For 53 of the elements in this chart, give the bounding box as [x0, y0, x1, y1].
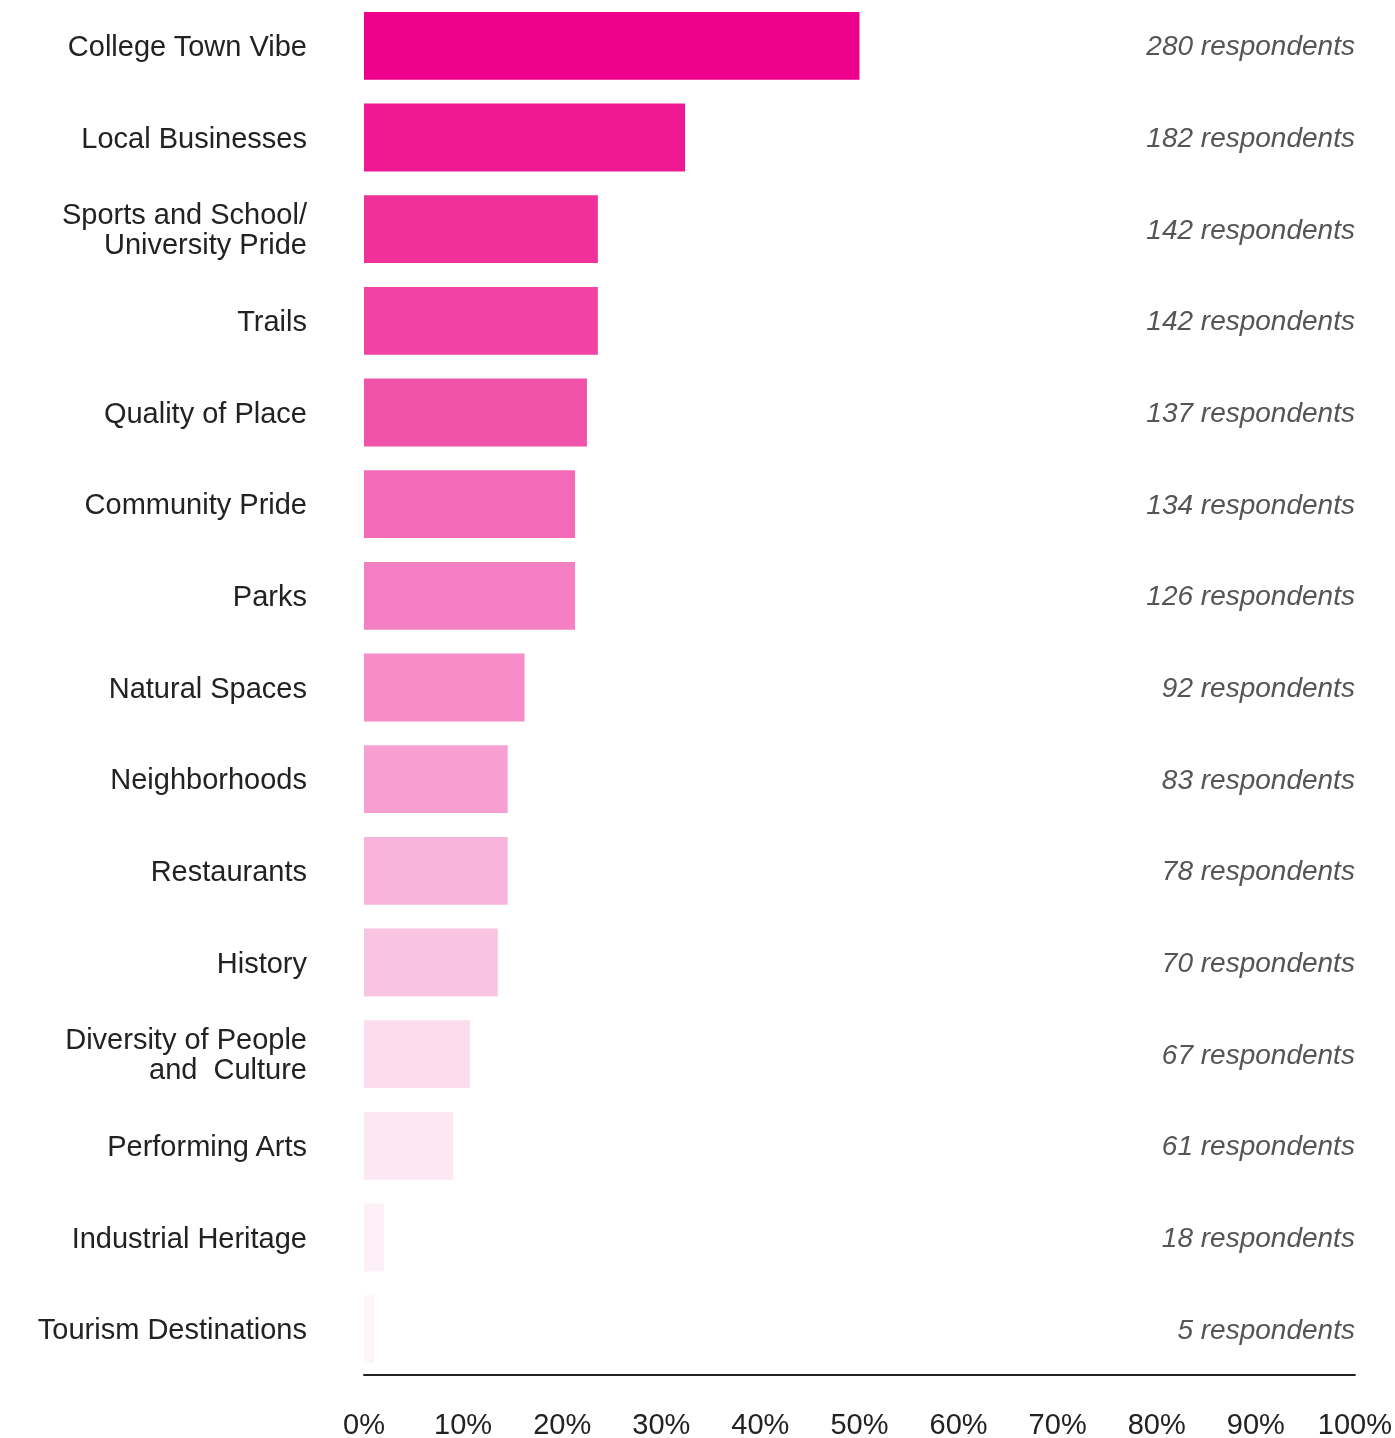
- annotation: 92 respondents: [1161, 672, 1355, 703]
- x-tick-label: 60%: [929, 1407, 988, 1438]
- y-tick-label: Neighborhoods: [110, 763, 307, 796]
- x-tick-label: 40%: [731, 1407, 790, 1438]
- annotation: 5 respondents: [1177, 1313, 1355, 1345]
- y-tick-label: College Town Vibe: [67, 29, 307, 62]
- bar: [364, 836, 508, 905]
- annotation: 67 respondents: [1161, 1038, 1355, 1070]
- x-tick-label: 30%: [632, 1407, 691, 1438]
- x-tick-label: 50%: [830, 1407, 889, 1438]
- x-tick-label: 80%: [1127, 1407, 1186, 1438]
- bar: [364, 11, 860, 80]
- y-tick-label: Trails: [237, 304, 307, 337]
- annotation: 61 respondents: [1161, 1130, 1355, 1162]
- x-tick-label: 0%: [343, 1407, 385, 1438]
- annotation: 137 respondents: [1146, 397, 1355, 428]
- x-tick-label: 100%: [1317, 1407, 1392, 1438]
- y-tick-label: History: [216, 946, 308, 979]
- annotation: 134 respondents: [1146, 488, 1355, 520]
- bar: [364, 1020, 471, 1089]
- annotation: 70 respondents: [1161, 947, 1355, 978]
- bar: [364, 286, 598, 355]
- y-tick-label: Industrial Heritage: [71, 1221, 307, 1254]
- bar: [364, 195, 598, 264]
- y-tick-label: Parks: [232, 579, 307, 612]
- bar: [364, 653, 525, 722]
- y-tick-label: Natural Spaces: [108, 671, 307, 704]
- annotation: 83 respondents: [1161, 763, 1355, 795]
- y-tick-label: Local Businesses: [81, 121, 307, 154]
- annotation: 126 respondents: [1146, 580, 1355, 612]
- annotation: 142 respondents: [1146, 213, 1355, 245]
- annotation: 280 respondents: [1145, 30, 1355, 62]
- y-tick-label: Tourism Destinations: [37, 1313, 307, 1346]
- bar: [364, 378, 587, 447]
- annotation: 142 respondents: [1146, 305, 1355, 337]
- x-tick-label: 20%: [533, 1407, 592, 1438]
- y-tick-label: Community Pride: [84, 488, 307, 521]
- y-tick-label: Performing Arts: [107, 1129, 307, 1162]
- y-tick-label: Sports and School/ University Pride: [61, 198, 308, 261]
- x-tick-label: 90%: [1226, 1407, 1285, 1438]
- y-tick-label: Quality of Place: [103, 396, 307, 429]
- annotation: 18 respondents: [1161, 1222, 1355, 1253]
- annotation: 78 respondents: [1161, 855, 1355, 887]
- x-tick-label: 10%: [434, 1407, 493, 1438]
- bar: [364, 103, 686, 172]
- bar: [364, 561, 576, 630]
- x-tick-label: 70%: [1028, 1407, 1087, 1438]
- y-tick-label: Diversity of People and Culture: [65, 1023, 307, 1086]
- bar: [364, 745, 508, 814]
- y-tick-label: Restaurants: [150, 854, 307, 887]
- annotation: 182 respondents: [1146, 122, 1355, 153]
- bar: [364, 928, 498, 997]
- bar: [364, 470, 576, 539]
